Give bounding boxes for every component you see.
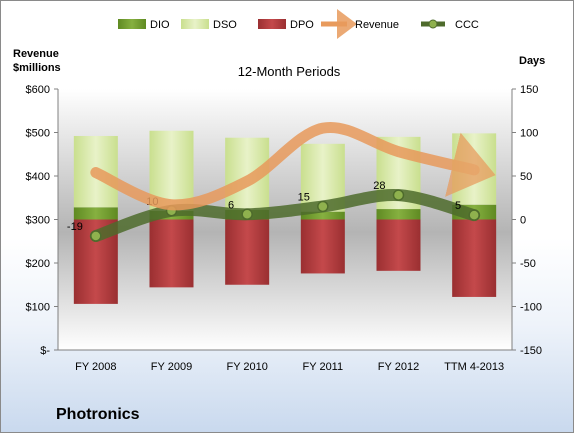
ccc-line (89, 189, 481, 243)
right-tick-label: 50 (520, 171, 532, 183)
legend-label-dio: DIO (150, 19, 170, 31)
ccc-point (468, 209, 480, 221)
ccc-data-label: 28 (373, 180, 385, 192)
right-axis-label: Days (519, 55, 545, 67)
right-tick-label: -150 (520, 345, 542, 357)
left-tick-label: $500 (26, 128, 50, 140)
ccc-data-label: -19 (67, 221, 83, 233)
left-tick-label: $100 (26, 302, 50, 314)
ccc-data-label: 15 (298, 191, 310, 203)
right-tick-label: -50 (520, 258, 536, 270)
ccc-point (241, 208, 253, 221)
bar-dio (73, 207, 118, 220)
right-tick-label: -100 (520, 302, 542, 314)
left-tick-label: $200 (26, 258, 50, 270)
bar-dio (300, 211, 345, 220)
ccc-data-label: 5 (455, 200, 461, 212)
legend-label-dso: DSO (213, 19, 237, 31)
bar-dio (376, 209, 421, 220)
legend-swatch-dso (181, 19, 209, 29)
legend-label-ccc: CCC (455, 19, 479, 31)
legend-swatch-ccc-point (428, 19, 438, 29)
legend-swatch-dio (118, 19, 146, 29)
legend-label-dpo: DPO (290, 19, 314, 31)
legend-label-revenue: Revenue (355, 19, 399, 31)
x-tick-label: FY 2008 (75, 361, 116, 373)
ccc-point (90, 230, 102, 242)
legend: DIO DSO DPO Revenue CCC (118, 9, 479, 39)
x-tick-label: FY 2010 (226, 361, 267, 373)
bar-dpo (376, 219, 421, 271)
bar-dpo (452, 219, 497, 297)
x-tick-label: FY 2009 (151, 361, 192, 373)
ccc-point (317, 200, 329, 213)
left-tick-label: $400 (26, 171, 50, 183)
right-tick-label: 100 (520, 128, 538, 140)
x-tick-label: FY 2012 (378, 361, 419, 373)
right-tick-label: 0 (520, 215, 526, 227)
ccc-point (392, 189, 405, 201)
legend-swatch-dpo (258, 19, 286, 29)
bar-dpo (300, 219, 345, 274)
company-name: Photronics (56, 406, 140, 423)
revenue-line (90, 121, 496, 211)
left-tick-label: $- (40, 345, 50, 357)
chart-title: 12-Month Periods (238, 64, 341, 79)
right-tick-label: 150 (520, 84, 538, 96)
left-tick-label: $600 (26, 84, 50, 96)
axes-layer: $- $100 $200 $300 $400 $500 $600 -150 -100 -50 0 50… (26, 84, 543, 373)
bar-dpo (225, 219, 270, 285)
x-tick-label: TTM 4-2013 (444, 361, 504, 373)
left-tick-label: $300 (26, 215, 50, 227)
ccc-data-label: 6 (228, 199, 234, 211)
left-axis-label-line1: Revenue (13, 48, 59, 60)
x-tick-label: FY 2011 (303, 361, 344, 373)
bar-dpo (149, 219, 194, 288)
left-axis-label-line2: $millions (13, 62, 61, 74)
